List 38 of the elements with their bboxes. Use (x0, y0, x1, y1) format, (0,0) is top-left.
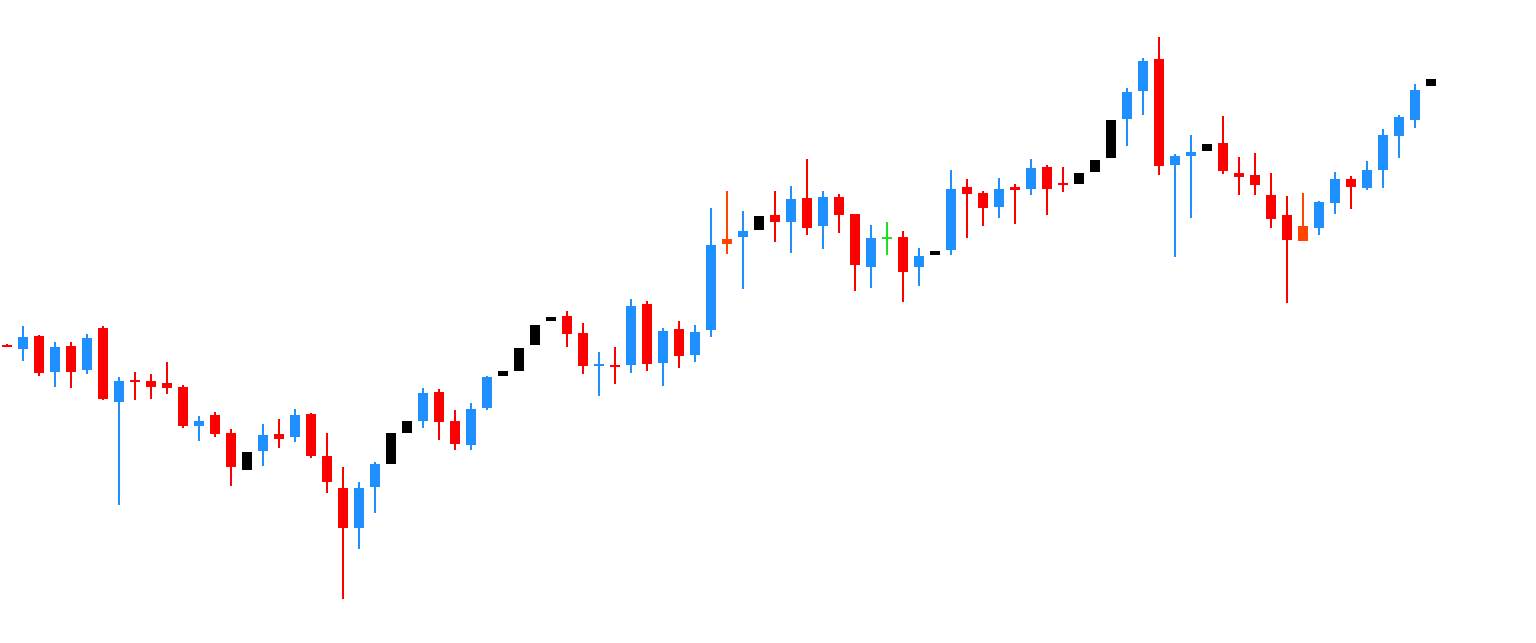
candlestick (162, 361, 172, 396)
candlestick (274, 417, 284, 450)
candlestick (130, 371, 140, 401)
candlestick (722, 189, 732, 255)
candlestick (1234, 156, 1244, 196)
candlestick (1362, 160, 1372, 191)
candlestick (690, 324, 700, 364)
candlestick (962, 178, 972, 240)
candlestick (114, 376, 124, 506)
candlestick (914, 247, 924, 287)
candlestick (1186, 134, 1196, 219)
candlestick (882, 220, 892, 256)
candlestick (738, 210, 748, 291)
candlestick (994, 176, 1004, 219)
candlestick (1298, 192, 1308, 242)
candlestick (1250, 152, 1260, 196)
candlestick (1394, 114, 1404, 159)
candlestick (18, 325, 28, 362)
candlestick (562, 310, 572, 348)
candlestick (594, 351, 604, 397)
candlestick (290, 407, 300, 443)
candlestick (258, 422, 268, 467)
candlestick (210, 411, 220, 438)
candlestick (786, 184, 796, 255)
candlestick (450, 408, 460, 452)
candlestick (1010, 183, 1020, 225)
candlestick (978, 189, 988, 228)
candlestick (610, 345, 620, 386)
candlestick (1026, 157, 1036, 196)
candlestick (194, 415, 204, 442)
candlestick (834, 193, 844, 234)
candlestick (770, 189, 780, 243)
candlestick (1346, 175, 1356, 210)
candlestick (1170, 152, 1180, 259)
candlestick (1058, 166, 1068, 193)
candlestick (1042, 164, 1052, 216)
candlestick (370, 461, 380, 515)
candlestick (146, 372, 156, 401)
